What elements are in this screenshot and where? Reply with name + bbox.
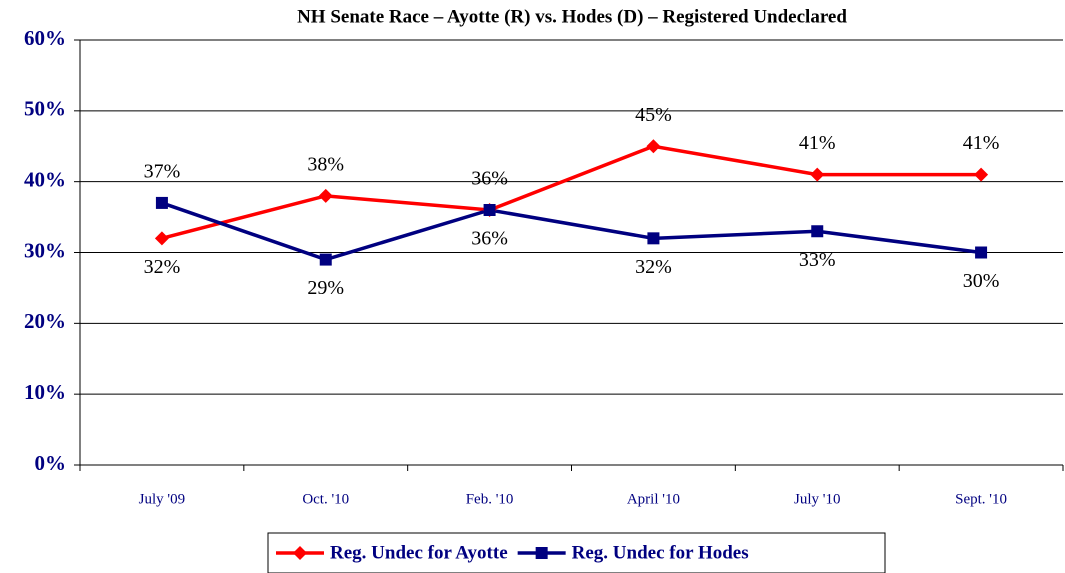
legend-marker — [535, 547, 548, 559]
data-label: 32% — [144, 256, 181, 278]
y-tick-label: 30% — [24, 238, 66, 262]
data-point — [155, 196, 168, 209]
series-line — [161, 201, 982, 262]
chart-title: NH Senate Race – Ayotte (R) vs. Hodes (D… — [297, 6, 847, 27]
x-tick-label: Oct. '10 — [302, 491, 349, 507]
legend-marker — [293, 546, 307, 560]
data-label: 36% — [471, 228, 508, 250]
x-tick-label: April '10 — [627, 491, 680, 507]
data-label: 41% — [963, 132, 1000, 154]
legend-label: Reg. Undec for Ayotte — [330, 542, 508, 563]
y-tick-label: 60% — [24, 26, 66, 50]
data-point — [646, 139, 661, 154]
y-tick-label: 10% — [24, 380, 66, 404]
data-label: 45% — [635, 104, 672, 126]
data-label: 38% — [307, 153, 344, 175]
data-label: 33% — [799, 249, 836, 271]
x-tick-label: Sept. '10 — [955, 491, 1007, 507]
data-point — [318, 188, 333, 203]
legend: Reg. Undec for Ayotte Reg. Undec for Hode… — [267, 532, 886, 573]
data-point — [975, 246, 988, 259]
y-tick-label: 0% — [35, 451, 67, 475]
y-tick-label: 20% — [24, 309, 66, 333]
x-tick-label: July '09 — [139, 491, 185, 507]
data-label: 41% — [799, 132, 836, 154]
series-line — [161, 144, 982, 241]
legend-label: Reg. Undec for Hodes — [572, 542, 749, 563]
data-label: 32% — [635, 256, 672, 278]
data-label: 37% — [144, 161, 181, 183]
data-point — [810, 167, 825, 182]
data-point — [811, 225, 824, 238]
data-label: 36% — [471, 168, 508, 190]
data-label: 29% — [307, 277, 344, 299]
data-point — [319, 253, 332, 266]
legend-box — [267, 532, 886, 573]
y-tick-label: 50% — [24, 97, 66, 121]
data-point — [483, 204, 496, 216]
x-tick-label: July '10 — [794, 491, 840, 507]
x-tick-label: Feb. '10 — [466, 491, 514, 507]
data-point — [647, 232, 660, 245]
y-tick-label: 40% — [24, 167, 66, 191]
data-point — [154, 231, 169, 246]
data-label: 30% — [963, 270, 1000, 292]
data-point — [974, 167, 989, 182]
